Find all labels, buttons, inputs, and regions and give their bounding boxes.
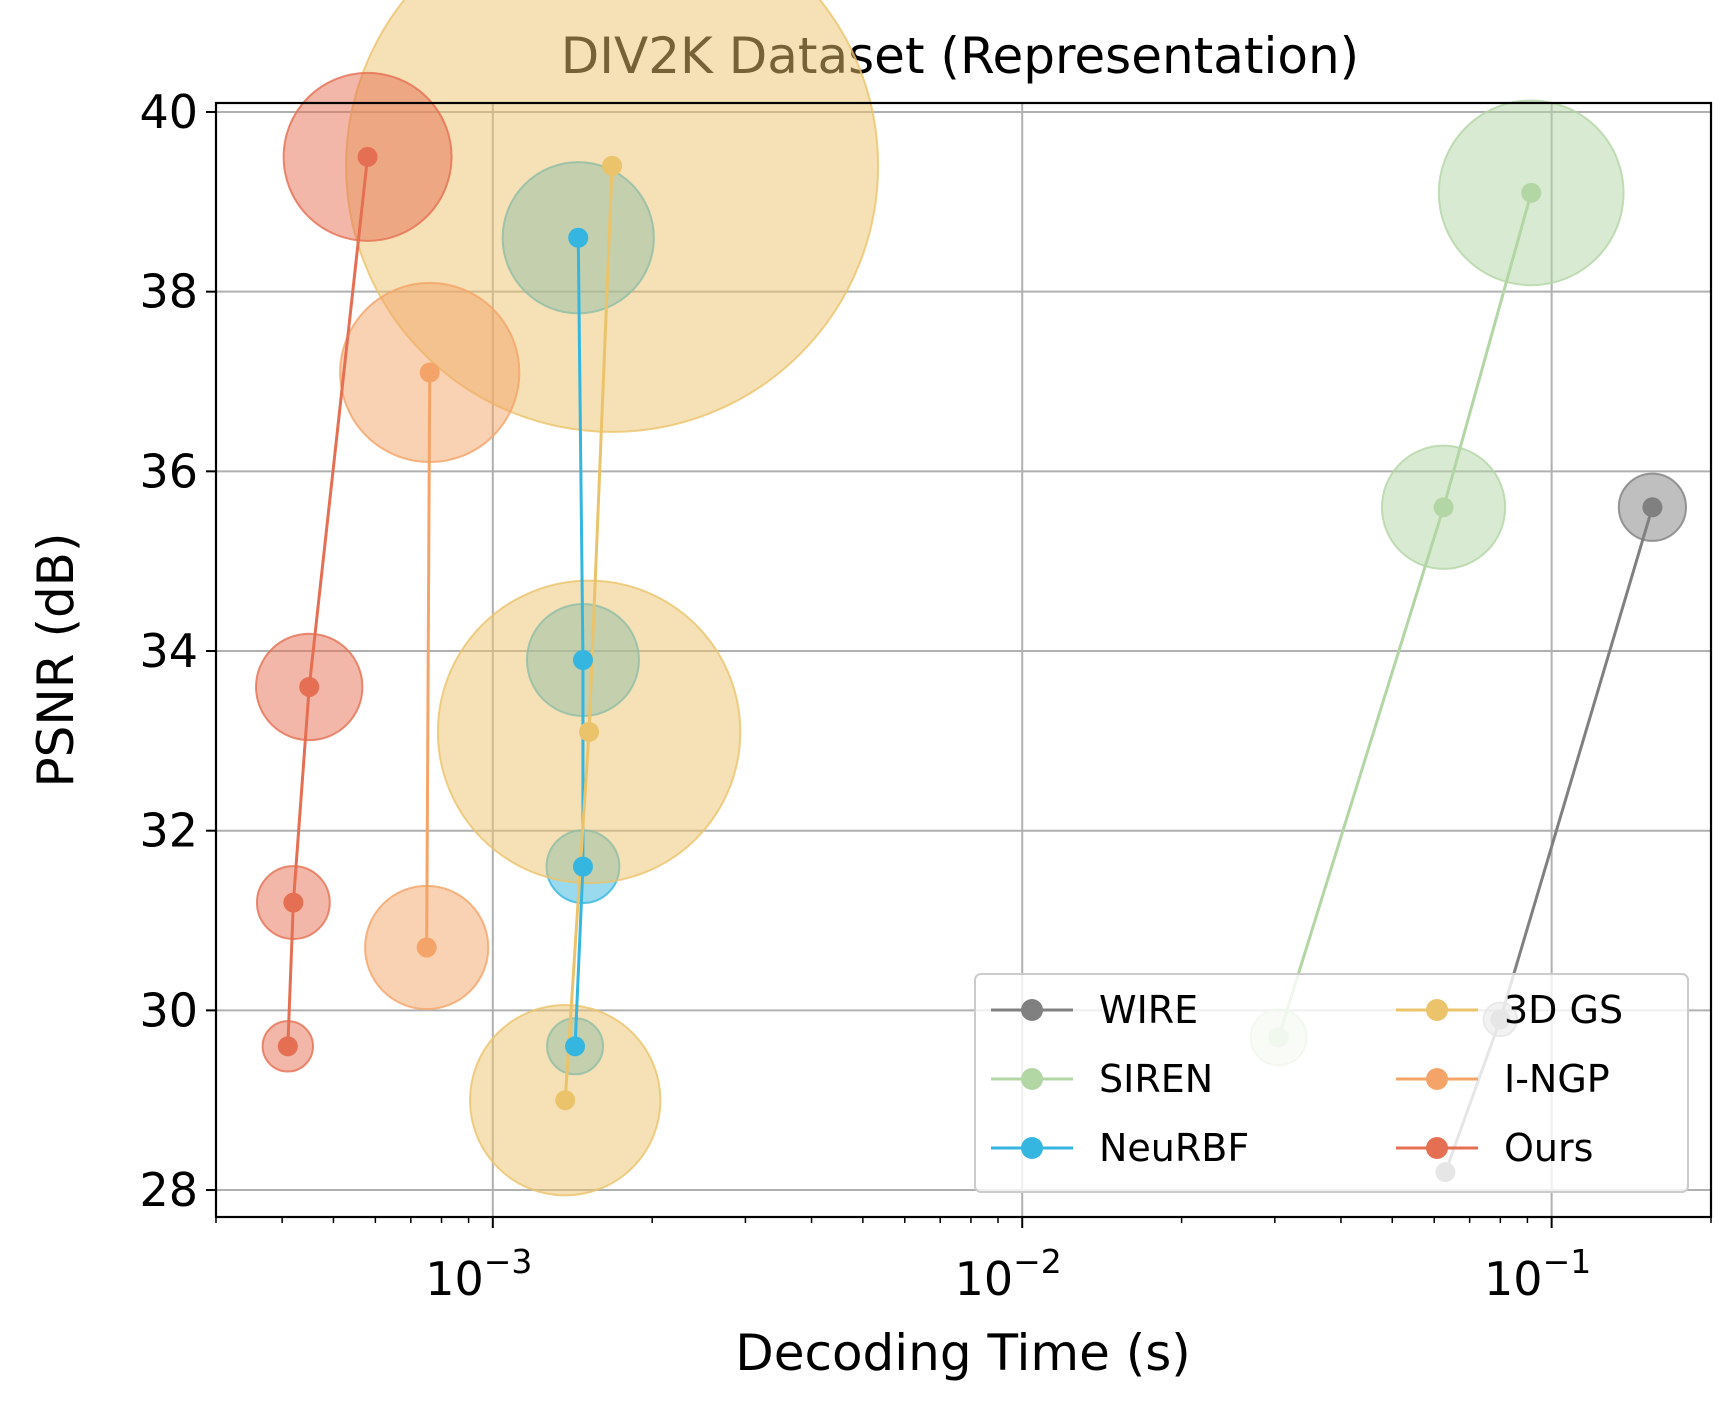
legend: WIRE SIREN NeuRBF 3D GS I-NGP Ours xyxy=(974,973,1689,1193)
data-point xyxy=(1521,182,1542,203)
plot-frame xyxy=(214,101,1713,1219)
data-point xyxy=(416,937,437,958)
data-point xyxy=(565,1036,586,1057)
x-tick-base: 10 xyxy=(955,1252,1014,1306)
data-point xyxy=(568,227,589,248)
series-line xyxy=(286,156,370,1047)
y-tick-label: 30 xyxy=(139,983,198,1037)
data-point xyxy=(555,1090,576,1111)
data-point xyxy=(419,362,440,383)
data-point xyxy=(299,676,320,697)
y-tick-label: 34 xyxy=(139,624,198,678)
legend-label: NeuRBF xyxy=(1099,1126,1249,1170)
data-point xyxy=(283,892,304,913)
y-tick-label: 28 xyxy=(139,1163,198,1217)
y-tick-label: 32 xyxy=(139,804,198,858)
x-axis: 10−3 10−2 10−1 xyxy=(425,1217,1591,1306)
series-line xyxy=(573,237,585,1047)
data-point xyxy=(357,146,378,167)
y-tick-label: 36 xyxy=(139,444,198,498)
x-tick-label: 10−2 xyxy=(955,1242,1062,1306)
series-line xyxy=(425,372,432,948)
data-point xyxy=(1433,497,1454,518)
legend-swatch-marker xyxy=(1426,1137,1448,1159)
y-axis: 28 30 32 34 36 38 40 xyxy=(139,85,216,1217)
x-tick-exponent: −1 xyxy=(1543,1242,1592,1281)
data-point xyxy=(572,650,593,670)
legend-swatch-marker xyxy=(1426,999,1448,1021)
legend-label: SIREN xyxy=(1099,1057,1213,1101)
x-tick-base: 10 xyxy=(425,1252,484,1306)
legend-swatch-marker xyxy=(1021,1137,1043,1159)
x-axis-label: Decoding Time (s) xyxy=(735,1324,1191,1382)
legend-label: WIRE xyxy=(1099,988,1198,1032)
data-point xyxy=(277,1036,298,1057)
legend-box xyxy=(974,973,1689,1193)
y-tick-label: 38 xyxy=(139,265,198,319)
x-tick-exponent: −3 xyxy=(484,1242,533,1281)
legend-label: 3D GS xyxy=(1504,988,1623,1032)
x-tick-label: 10−1 xyxy=(1484,1242,1591,1306)
data-point xyxy=(1642,497,1663,518)
data-point xyxy=(572,856,593,877)
legend-swatch-marker xyxy=(1021,1068,1043,1090)
x-tick-exponent: −2 xyxy=(1013,1242,1062,1281)
data-point xyxy=(579,721,600,742)
x-tick-base: 10 xyxy=(1484,1252,1543,1306)
data-point xyxy=(602,155,623,176)
legend-swatch-marker xyxy=(1021,999,1043,1021)
x-tick-label: 10−3 xyxy=(425,1242,532,1306)
y-tick-label: 40 xyxy=(139,85,198,139)
legend-label: I-NGP xyxy=(1504,1057,1610,1101)
legend-label: Ours xyxy=(1504,1126,1593,1170)
y-axis-label: PSNR (dB) xyxy=(27,533,85,788)
legend-swatch-marker xyxy=(1426,1068,1448,1090)
